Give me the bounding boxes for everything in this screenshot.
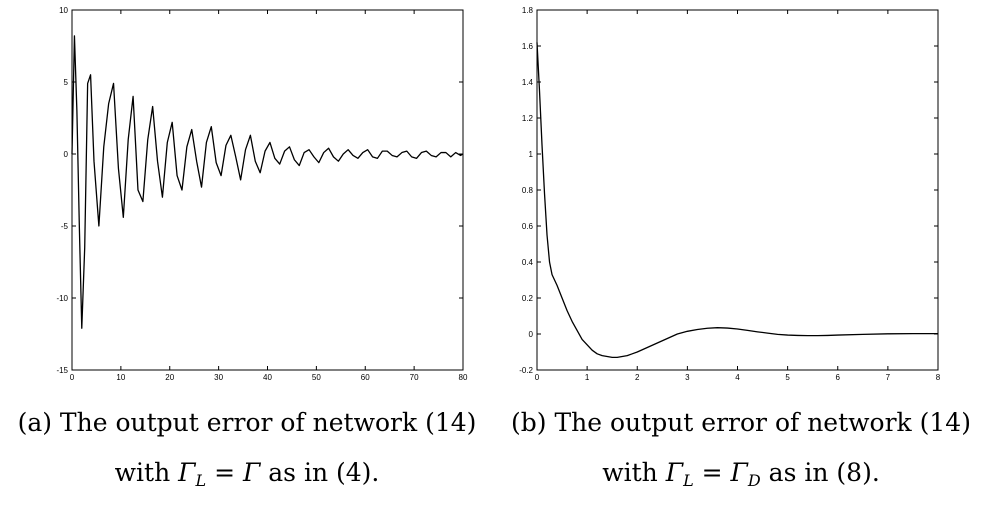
caption-a-suffix: as in (4). <box>260 458 380 487</box>
series-line <box>71 35 464 329</box>
x-tick-label: 40 <box>263 373 272 382</box>
caption-b: (b) The output error of network (14) wit… <box>494 398 988 506</box>
y-tick-label: 1.8 <box>522 6 534 15</box>
figure-panel-a: 0 10 20 30 40 50 60 70 80 -15 -10 -5 0 5 10 (a) The ou… <box>0 0 494 504</box>
caption-b-rhs-subscript: D <box>747 471 761 490</box>
series-line <box>536 42 938 359</box>
caption-a-rhs-gamma: Γ <box>242 458 261 487</box>
x-tick-label: 3 <box>685 373 690 382</box>
y-tick-label: -5 <box>61 222 69 231</box>
caption-a: (a) The output error of network (14) wit… <box>0 398 494 506</box>
x-tick-label: 20 <box>165 373 174 382</box>
y-tick-label: 1.2 <box>522 114 534 123</box>
caption-a-line2: with ΓL = Γ as in (4). <box>0 448 494 506</box>
y-tick-label: -15 <box>56 366 68 375</box>
caption-a-gamma: Γ <box>178 458 196 487</box>
caption-a-subscript: L <box>195 471 207 490</box>
x-tick-label: 80 <box>459 373 468 382</box>
figure-panel-b: 0 1 2 3 4 5 6 7 8 -0.2 0 0.2 0.4 0.6 0.8 1 1.2 1.4 1.6 1.8 … <box>494 0 988 504</box>
x-tick-label: 2 <box>635 373 640 382</box>
caption-b-prefix: with <box>602 458 666 487</box>
caption-a-equals: = <box>206 458 243 487</box>
y-tick-label: 0.4 <box>522 258 534 267</box>
caption-a-prefix: with <box>114 458 179 487</box>
caption-b-rhs-gamma: Γ <box>730 458 748 487</box>
y-tick-label: 0.6 <box>522 222 534 231</box>
y-tick-label: 1 <box>529 150 534 159</box>
y-tick-label: 0 <box>64 150 69 159</box>
x-tick-label: 5 <box>785 373 790 382</box>
y-tick-label: 0.8 <box>522 186 534 195</box>
x-tick-label: 6 <box>836 373 841 382</box>
axes-frame <box>71 9 464 371</box>
x-tick-label: 0 <box>535 373 540 382</box>
plot-a: 0 10 20 30 40 50 60 70 80 -15 -10 -5 0 5 10 <box>56 6 468 382</box>
caption-b-line2: with ΓL = ΓD as in (8). <box>494 448 988 506</box>
caption-b-suffix: as in (8). <box>760 458 880 487</box>
caption-b-line1: (b) The output error of network (14) <box>511 408 971 437</box>
y-tick-label: 1.4 <box>522 78 534 87</box>
x-tick-label: 30 <box>214 373 223 382</box>
x-tick-label: 8 <box>936 373 941 382</box>
y-tick-label: 0 <box>529 330 534 339</box>
axes-frame <box>536 9 939 371</box>
y-tick-label: 0.2 <box>522 294 534 303</box>
y-tick-label: -10 <box>56 294 68 303</box>
caption-b-subscript: L <box>683 471 694 490</box>
x-tick-label: 60 <box>361 373 370 382</box>
x-tick-label: 4 <box>735 373 740 382</box>
caption-b-equals: = <box>693 458 731 487</box>
x-tick-label: 50 <box>312 373 321 382</box>
y-tick-label: 1.6 <box>522 42 534 51</box>
x-tick-label: 70 <box>410 373 419 382</box>
y-tick-label: -0.2 <box>519 366 533 375</box>
plot-b: 0 1 2 3 4 5 6 7 8-0.200.20.40.60.811.21.41.61.8 <box>519 6 941 382</box>
x-tick-label: 0 <box>70 373 75 382</box>
x-tick-label: 7 <box>886 373 891 382</box>
x-tick-label: 1 <box>585 373 590 382</box>
y-tick-label: 10 <box>59 6 68 15</box>
caption-a-line1: (a) The output error of network (14) <box>17 408 477 437</box>
x-tick-label: 10 <box>116 373 125 382</box>
y-tick-label: 5 <box>64 78 69 87</box>
caption-b-gamma: Γ <box>665 458 684 487</box>
